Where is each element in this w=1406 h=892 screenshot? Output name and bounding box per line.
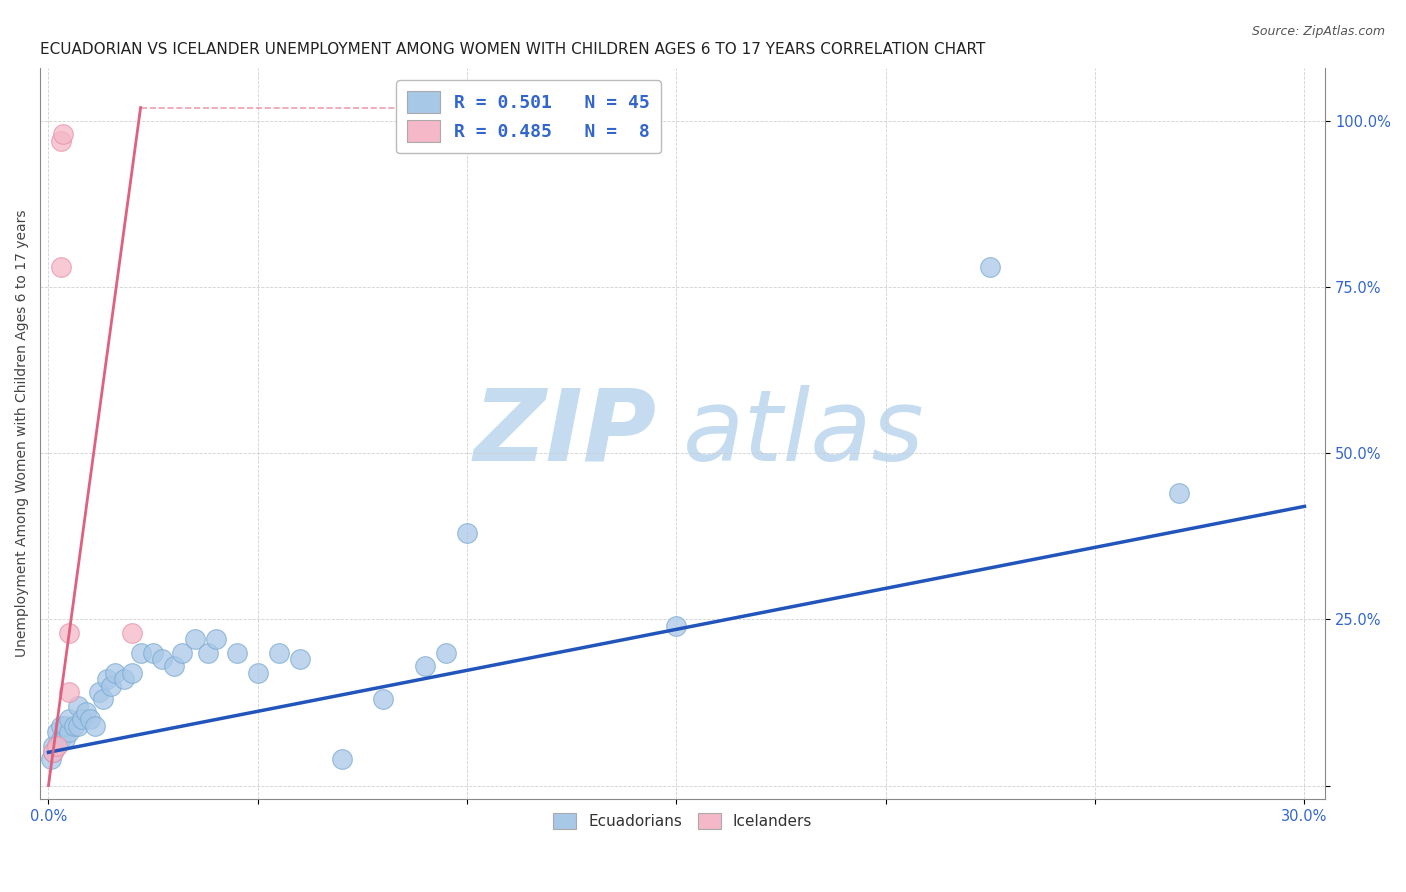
Point [49,731,72,746]
Point [49,260,72,274]
Point [1167,486,1189,500]
Point [197,646,219,660]
Point [100,679,122,693]
Point [142,646,165,660]
Point [49,134,72,148]
Point [456,525,478,540]
Point [45,739,67,753]
Point [87,685,110,699]
Point [205,632,228,647]
Point [225,646,247,660]
Point [58,625,80,640]
Point [58,712,80,726]
Point [58,725,80,739]
Point [83,719,105,733]
Point [121,665,143,680]
Point [66,698,89,713]
Point [79,712,101,726]
Point [413,659,436,673]
Point [665,619,688,633]
Point [91,692,114,706]
Point [53,731,76,746]
Point [979,260,1001,274]
Text: Source: ZipAtlas.com: Source: ZipAtlas.com [1251,25,1385,38]
Point [434,646,457,660]
Point [267,646,290,660]
Point [66,719,89,733]
Point [62,719,84,733]
Point [41,745,63,759]
Point [121,625,143,640]
Text: atlas: atlas [683,384,924,482]
Point [184,632,207,647]
Point [129,646,152,660]
Point [41,745,63,759]
Y-axis label: Unemployment Among Women with Children Ages 6 to 17 years: Unemployment Among Women with Children A… [15,210,30,657]
Point [330,752,353,766]
Point [53,719,76,733]
Point [112,672,135,686]
Point [39,752,62,766]
Point [75,706,97,720]
Point [49,719,72,733]
Point [373,692,395,706]
Legend: Ecuadorians, Icelanders: Ecuadorians, Icelanders [547,807,818,835]
Text: ECUADORIAN VS ICELANDER UNEMPLOYMENT AMONG WOMEN WITH CHILDREN AGES 6 TO 17 YEAR: ECUADORIAN VS ICELANDER UNEMPLOYMENT AMO… [41,42,986,57]
Point [172,646,194,660]
Point [150,652,173,666]
Point [288,652,311,666]
Point [96,672,118,686]
Text: ZIP: ZIP [474,384,657,482]
Point [52,127,75,141]
Point [45,739,67,753]
Point [58,685,80,699]
Point [45,725,67,739]
Point [70,712,93,726]
Point [163,659,186,673]
Point [246,665,269,680]
Point [104,665,127,680]
Point [41,739,63,753]
